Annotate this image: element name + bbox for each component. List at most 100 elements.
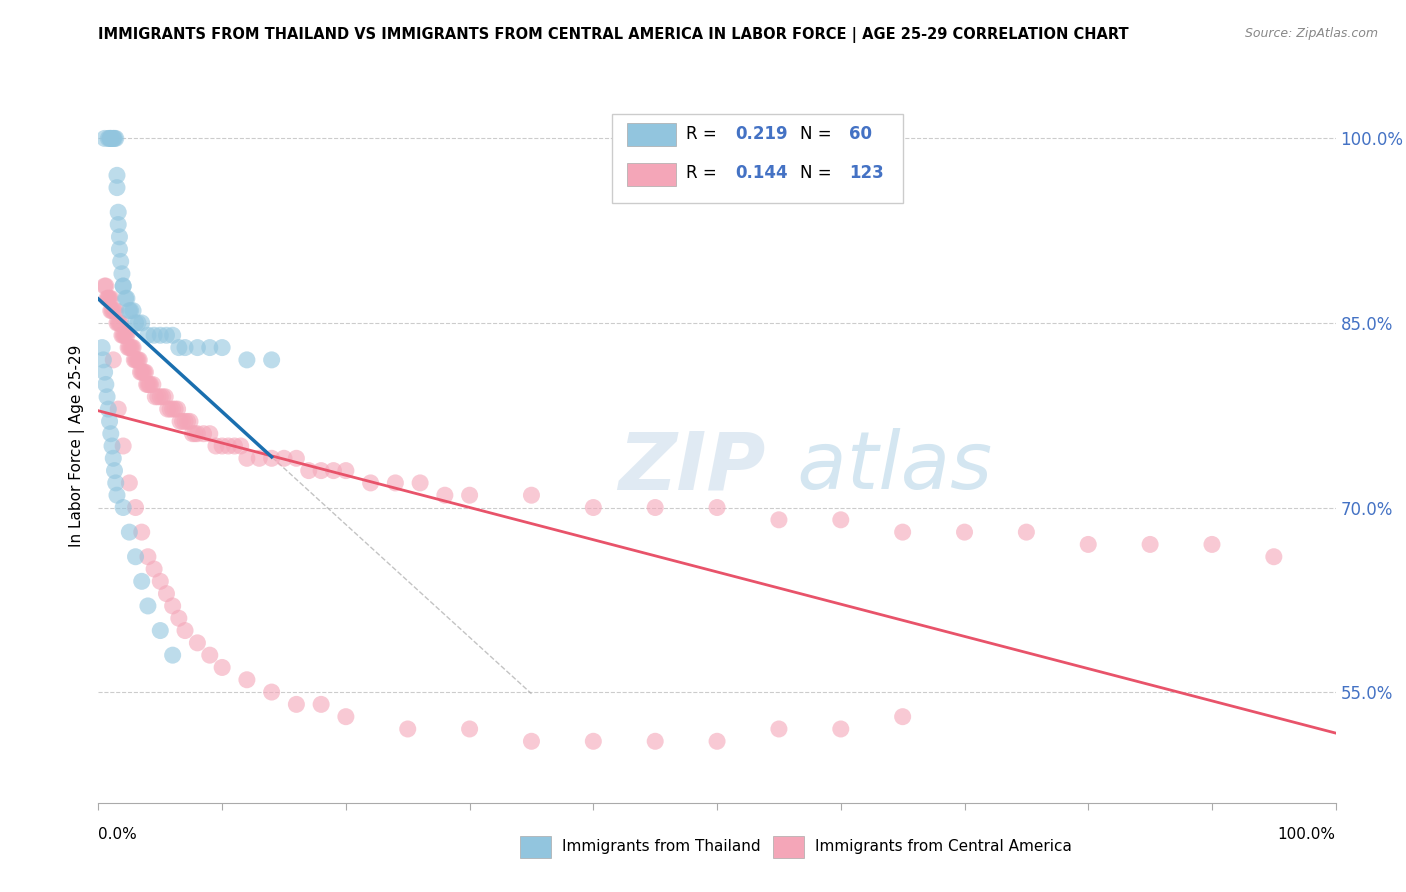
Point <box>136 599 159 613</box>
Point <box>1139 537 1161 551</box>
Point <box>1015 525 1038 540</box>
Point <box>136 377 159 392</box>
Point <box>396 722 419 736</box>
Point <box>520 488 543 502</box>
Point <box>104 131 127 145</box>
Point <box>107 218 129 232</box>
Point <box>105 180 128 194</box>
Point <box>309 698 332 712</box>
Point <box>103 303 125 318</box>
Text: Immigrants from Thailand: Immigrants from Thailand <box>562 839 761 855</box>
Point <box>134 365 156 379</box>
Point <box>104 303 127 318</box>
Point <box>172 414 194 428</box>
Point <box>108 316 131 330</box>
Text: Source: ZipAtlas.com: Source: ZipAtlas.com <box>1244 27 1378 40</box>
Point <box>169 414 191 428</box>
Point <box>97 291 120 305</box>
Text: atlas: atlas <box>619 428 993 507</box>
Point <box>1077 537 1099 551</box>
Point <box>166 402 188 417</box>
Point <box>360 475 382 490</box>
Point <box>143 562 166 576</box>
Point <box>198 341 221 355</box>
Point <box>135 377 157 392</box>
Point <box>124 352 146 367</box>
Point <box>167 341 190 355</box>
Point <box>122 303 145 318</box>
Point <box>458 722 481 736</box>
Point <box>103 303 125 318</box>
Point <box>100 131 122 145</box>
Point <box>156 402 179 417</box>
Point <box>107 205 129 219</box>
Point <box>125 352 148 367</box>
Point <box>93 365 115 379</box>
Point <box>891 709 914 723</box>
Point <box>582 734 605 748</box>
Point <box>146 390 169 404</box>
Point <box>162 328 184 343</box>
Y-axis label: In Labor Force | Age 25-29: In Labor Force | Age 25-29 <box>69 345 86 547</box>
Point <box>120 341 142 355</box>
Point <box>124 352 146 367</box>
Text: N =: N = <box>800 125 837 143</box>
Point <box>159 402 181 417</box>
Point <box>103 131 125 145</box>
Text: 0.144: 0.144 <box>735 164 789 182</box>
Point <box>103 131 125 145</box>
Point <box>236 352 259 367</box>
Point <box>93 131 115 145</box>
Point <box>165 402 187 417</box>
Point <box>174 624 197 638</box>
Point <box>142 377 165 392</box>
Point <box>110 254 132 268</box>
Point <box>112 328 135 343</box>
Point <box>458 488 481 502</box>
Point <box>309 464 332 478</box>
Point <box>1201 537 1223 551</box>
Point <box>273 451 295 466</box>
Point <box>94 279 117 293</box>
Point <box>706 734 728 748</box>
Point <box>830 722 852 736</box>
Point <box>582 500 605 515</box>
Point <box>143 328 166 343</box>
Point <box>115 291 138 305</box>
Point <box>149 574 172 589</box>
Point <box>644 734 666 748</box>
Text: IMMIGRANTS FROM THAILAND VS IMMIGRANTS FROM CENTRAL AMERICA IN LABOR FORCE | AGE: IMMIGRANTS FROM THAILAND VS IMMIGRANTS F… <box>98 27 1129 43</box>
Point <box>100 426 122 441</box>
Point <box>236 673 259 687</box>
Point <box>335 464 357 478</box>
Point <box>124 549 146 564</box>
Point <box>211 660 233 674</box>
Point <box>112 279 135 293</box>
Text: Immigrants from Central America: Immigrants from Central America <box>815 839 1073 855</box>
Point <box>181 426 204 441</box>
Point <box>131 525 153 540</box>
Point <box>127 316 149 330</box>
Point <box>162 402 184 417</box>
Point <box>112 328 135 343</box>
Text: 0.219: 0.219 <box>735 125 789 143</box>
Point <box>236 451 259 466</box>
Point <box>768 513 790 527</box>
Point <box>384 475 406 490</box>
Point <box>100 131 122 145</box>
Point <box>186 341 208 355</box>
Point <box>132 365 155 379</box>
Point <box>100 303 122 318</box>
Point <box>97 291 120 305</box>
Point <box>124 500 146 515</box>
Point <box>96 291 118 305</box>
Point <box>104 475 127 490</box>
Point <box>117 341 139 355</box>
Point <box>520 734 543 748</box>
Point <box>118 303 141 318</box>
FancyBboxPatch shape <box>612 114 903 203</box>
Point <box>98 414 121 428</box>
Text: 60: 60 <box>849 125 873 143</box>
Point <box>136 328 159 343</box>
Point <box>111 267 134 281</box>
